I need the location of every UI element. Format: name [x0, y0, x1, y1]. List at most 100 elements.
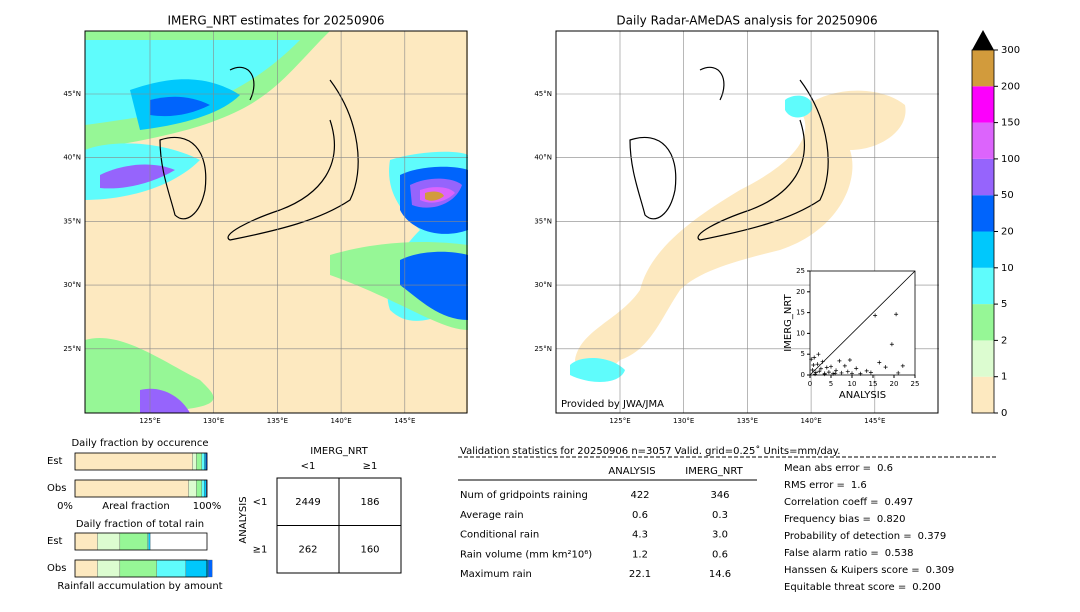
- score-value: 1.6: [851, 480, 867, 491]
- fraction-segment: [156, 559, 187, 578]
- ct-value: 262: [298, 544, 317, 555]
- scatter-point: [837, 358, 842, 363]
- score: Correlation coeff = 0.497: [784, 497, 913, 508]
- colorbar-extend: [972, 30, 994, 50]
- lat-label: 45°N: [534, 90, 552, 98]
- stats-value: 0.3: [712, 510, 728, 521]
- lat-label: 25°N: [63, 345, 81, 353]
- score: Probability of detection = 0.379: [784, 531, 946, 542]
- scatter-point: [850, 371, 854, 376]
- diagonal: [809, 270, 916, 376]
- lat-label: 30°N: [63, 281, 81, 289]
- map-right-title: Daily Radar-AMeDAS analysis for 20250906: [616, 14, 877, 28]
- total-title: Daily fraction of total rain: [76, 519, 204, 530]
- lon-label: 135°E: [267, 417, 288, 425]
- ct-value: 160: [360, 544, 379, 555]
- colorbar-swatch: [972, 122, 994, 159]
- stats-label: Rain volume (mm km²10⁶): [460, 549, 592, 560]
- fraction-segment: [185, 559, 209, 578]
- colorbar-label: 300: [1001, 45, 1020, 56]
- score-label: False alarm ratio =: [784, 548, 879, 559]
- lon-label: 145°E: [394, 417, 415, 425]
- scatter-point: [845, 369, 850, 374]
- bar-frame: [74, 532, 208, 551]
- score-label: Probability of detection =: [784, 531, 912, 542]
- x-tick-label: 10: [848, 380, 857, 388]
- scatter-point: [900, 363, 905, 368]
- y-tick-label: 5: [801, 350, 805, 358]
- fraction-segment: [148, 532, 151, 551]
- fraction-segment: [204, 452, 206, 471]
- scatter-point: [839, 370, 844, 375]
- score-value: 0.538: [885, 548, 914, 559]
- colorbar-label: 150: [1001, 118, 1020, 129]
- fraction-segment: [208, 559, 213, 578]
- bar-frame: [74, 452, 208, 471]
- fraction-segment: [74, 452, 193, 471]
- fraction-segment: [192, 452, 197, 471]
- score-label: Mean abs error =: [784, 463, 871, 474]
- occ-title: Daily fraction by occurence: [71, 438, 208, 449]
- scatter-point: [824, 365, 829, 370]
- scatter-point: [883, 365, 888, 370]
- scatter-xlabel: ANALYSIS: [839, 390, 886, 401]
- score-label: RMS error =: [784, 480, 845, 491]
- stats-value: 14.6: [709, 569, 731, 580]
- fraction-segment: [196, 452, 202, 471]
- colorbar-label: 100: [1001, 154, 1020, 165]
- scatter-point: [833, 371, 838, 376]
- fraction-segment: [97, 532, 121, 551]
- stats-label: Num of gridpoints raining: [460, 490, 588, 501]
- y-tick-label: 10: [796, 329, 805, 337]
- colorbar-label: 1: [1001, 372, 1007, 383]
- scatter-point: [889, 342, 894, 347]
- score-value: 0.820: [877, 514, 906, 525]
- credit: Provided by JWA/JMA: [561, 399, 664, 410]
- row-label: Obs: [47, 483, 66, 494]
- lon-label: 140°E: [330, 417, 351, 425]
- lat-label: 35°N: [534, 217, 552, 225]
- occ-middle: Areal fraction: [102, 501, 169, 512]
- map-left-title: IMERG_NRT estimates for 20250906: [168, 14, 385, 28]
- scatter-point: [847, 358, 852, 363]
- stats-value: 3.0: [712, 530, 728, 541]
- stats-label: Average rain: [460, 510, 524, 521]
- stats-label: Maximum rain: [460, 569, 532, 580]
- scatter-point: [873, 313, 878, 318]
- stats-value: 0.6: [712, 549, 728, 560]
- fraction-segment: [97, 559, 121, 578]
- fraction-segment: [74, 532, 98, 551]
- lon-label: 125°E: [139, 417, 160, 425]
- scatter-point: [817, 369, 822, 374]
- lon-label: 135°E: [737, 417, 758, 425]
- stats-value: 1.2: [632, 549, 648, 560]
- y-tick-label: 0: [801, 371, 805, 379]
- fraction-segment: [201, 452, 205, 471]
- scatter-point: [815, 362, 820, 367]
- x-tick-label: 5: [829, 380, 833, 388]
- stats-value: 422: [630, 490, 649, 501]
- scatter-point: [877, 360, 882, 365]
- ct-row-title: ANALYSIS: [238, 496, 249, 543]
- lat-label: 45°N: [63, 90, 81, 98]
- lat-label: 35°N: [63, 217, 81, 225]
- score: Hanssen & Kuipers score = 0.309: [784, 565, 954, 576]
- ct-title: IMERG_NRT: [310, 446, 368, 457]
- colorbar-swatch: [972, 340, 994, 377]
- scatter-point: [831, 371, 836, 376]
- colorbar-swatch: [972, 304, 994, 341]
- colorbar-swatch: [972, 376, 994, 413]
- score: Mean abs error = 0.6: [784, 463, 893, 474]
- ct-col-label: ≥1: [363, 461, 378, 472]
- scatter-point: [816, 352, 821, 357]
- score: Frequency bias = 0.820: [784, 514, 906, 525]
- score: False alarm ratio = 0.538: [784, 548, 913, 559]
- x-tick-label: 20: [890, 380, 899, 388]
- scatter-point: [829, 364, 833, 369]
- lon-label: 140°E: [800, 417, 821, 425]
- score: Equitable threat score = 0.200: [784, 582, 941, 593]
- score-value: 0.309: [926, 565, 955, 576]
- score-label: Equitable threat score =: [784, 582, 906, 593]
- score-value: 0.6: [877, 463, 893, 474]
